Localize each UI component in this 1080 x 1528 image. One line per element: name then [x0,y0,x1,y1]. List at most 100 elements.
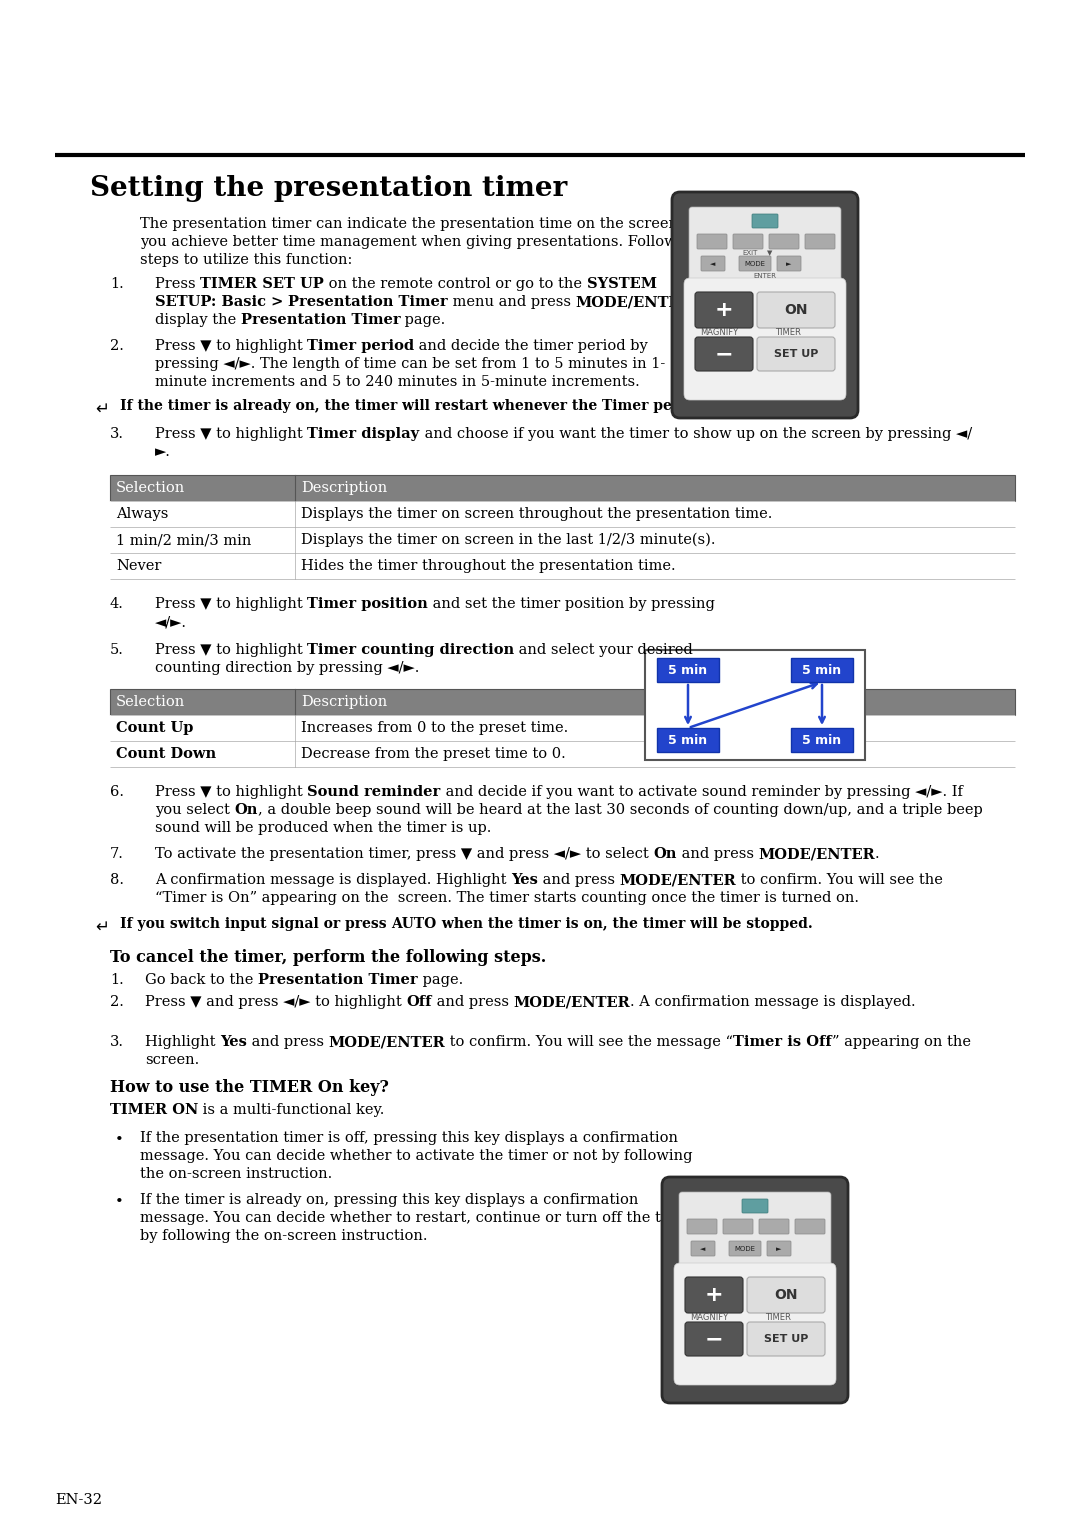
Text: Presentation Timer: Presentation Timer [241,313,401,327]
Text: by following the on-screen instruction.: by following the on-screen instruction. [140,1229,428,1242]
FancyBboxPatch shape [685,1322,743,1355]
Bar [110,741,1015,767]
Text: ON: ON [774,1288,798,1302]
Text: is a multi-functional key.: is a multi-functional key. [199,1103,384,1117]
Text: SETUP: Basic >: SETUP: Basic > [156,295,288,309]
Text: menu and press: menu and press [448,295,576,309]
FancyBboxPatch shape [691,1241,715,1256]
Text: and press: and press [677,847,758,860]
Text: Press ▼ to highlight: Press ▼ to highlight [156,426,308,442]
Text: Increases from 0 to the preset time.: Increases from 0 to the preset time. [301,721,568,735]
Text: Selection: Selection [116,481,186,495]
FancyBboxPatch shape [662,1177,848,1403]
Text: “Timer is On”: “Timer is On” [156,891,257,905]
FancyBboxPatch shape [701,257,725,270]
Text: Highlight: Highlight [145,1034,220,1050]
Text: and decide the timer period by: and decide the timer period by [415,339,648,353]
Text: when the timer is on, the timer will be stopped.: when the timer is on, the timer will be … [436,917,812,931]
Text: to confirm. You will see the message “: to confirm. You will see the message “ [445,1034,733,1050]
Text: 5 min: 5 min [802,663,841,677]
Text: ◄/►.: ◄/►. [156,614,187,630]
Text: How to use the TIMER On key?: How to use the TIMER On key? [110,1079,389,1096]
Text: Displays the timer on screen in the last 1/2/3 minute(s).: Displays the timer on screen in the last… [301,533,715,547]
Text: .: . [875,847,880,860]
Text: To activate the presentation timer, press ▼ and press ◄/► to select: To activate the presentation timer, pres… [156,847,653,860]
Bar [110,715,1015,741]
Text: Timer display: Timer display [308,426,419,442]
Text: Decrease from the preset time to 0.: Decrease from the preset time to 0. [301,747,566,761]
Text: •: • [114,1132,124,1148]
Text: The presentation timer can indicate the presentation time on the screen to help: The presentation timer can indicate the … [140,217,734,231]
Text: steps to utilize this function:: steps to utilize this function: [140,254,352,267]
Text: +: + [715,299,733,319]
FancyBboxPatch shape [687,1219,717,1235]
Text: counting direction by pressing ◄/►.: counting direction by pressing ◄/►. [156,662,419,675]
Text: MODE: MODE [744,261,766,267]
FancyBboxPatch shape [739,257,771,270]
Text: message. You can decide whether to activate the timer or not by following: message. You can decide whether to activ… [140,1149,692,1163]
Text: 1.: 1. [110,277,124,290]
Text: EN-32: EN-32 [55,1493,102,1507]
Text: MODE/ENTER: MODE/ENTER [513,995,631,1008]
Text: SET UP: SET UP [764,1334,808,1345]
Text: Yes: Yes [511,872,538,886]
FancyBboxPatch shape [729,1241,761,1256]
Text: screen.: screen. [145,1053,199,1067]
Text: and decide if you want to activate sound reminder by pressing ◄/►. If: and decide if you want to activate sound… [441,785,962,799]
Text: On: On [234,804,258,817]
Text: minute increments and 5 to 240 minutes in 5-minute increments.: minute increments and 5 to 240 minutes i… [156,374,639,390]
Text: page.: page. [401,313,446,327]
Text: Timer position: Timer position [308,597,428,611]
Text: Displays the timer on screen throughout the presentation time.: Displays the timer on screen throughout … [301,507,772,521]
FancyBboxPatch shape [742,1199,768,1213]
Text: sound will be produced when the timer is up.: sound will be produced when the timer is… [156,821,491,834]
Text: Count Up: Count Up [116,721,193,735]
Text: 5.: 5. [110,643,124,657]
FancyBboxPatch shape [672,193,858,419]
FancyBboxPatch shape [733,234,762,249]
Text: and select your desired: and select your desired [514,643,693,657]
Text: Press: Press [156,277,200,290]
Text: MAGNIFY: MAGNIFY [690,1313,728,1322]
Text: ►: ► [786,261,792,267]
Text: If the timer is already on, the timer will restart whenever the: If the timer is already on, the timer wi… [120,399,603,413]
FancyBboxPatch shape [747,1322,825,1355]
Text: and press: and press [538,872,620,886]
Text: TIMER: TIMER [765,1313,791,1322]
Text: ↵: ↵ [95,918,109,937]
Text: Sound reminder: Sound reminder [308,785,441,799]
Text: ” appearing on the: ” appearing on the [832,1034,971,1050]
Bar [791,659,853,681]
Text: To cancel the timer, perform the following steps.: To cancel the timer, perform the followi… [110,949,546,966]
Text: On: On [653,847,677,860]
Text: on the remote control or go to the: on the remote control or go to the [324,277,586,290]
Bar [657,727,719,752]
Text: Off: Off [406,995,432,1008]
Text: 5 min: 5 min [669,733,707,747]
Bar [110,527,1015,553]
FancyBboxPatch shape [767,1241,791,1256]
Text: 3.: 3. [110,426,124,442]
Text: MODE: MODE [734,1245,756,1251]
FancyBboxPatch shape [759,1219,789,1235]
Text: Timer counting direction: Timer counting direction [308,643,514,657]
Text: Press ▼ to highlight: Press ▼ to highlight [156,785,308,799]
Text: and press: and press [432,995,513,1008]
FancyBboxPatch shape [645,649,865,759]
Text: MAGNIFY: MAGNIFY [700,329,738,338]
Text: ENTER: ENTER [754,274,777,280]
Bar [791,727,853,752]
Text: Selection: Selection [116,695,186,709]
Text: MODE/ENTER: MODE/ENTER [576,295,692,309]
Text: Description: Description [301,695,388,709]
Bar [110,553,1015,579]
Bar [657,659,719,681]
FancyBboxPatch shape [697,234,727,249]
Text: display the: display the [156,313,241,327]
Text: •: • [114,1195,124,1209]
Text: Presentation Timer: Presentation Timer [258,973,418,987]
Text: 2.: 2. [110,339,124,353]
Text: , a double beep sound will be heard at the last 30 seconds of counting down/up, : , a double beep sound will be heard at t… [258,804,983,817]
FancyBboxPatch shape [757,338,835,371]
Text: and set the timer position by pressing: and set the timer position by pressing [428,597,715,611]
